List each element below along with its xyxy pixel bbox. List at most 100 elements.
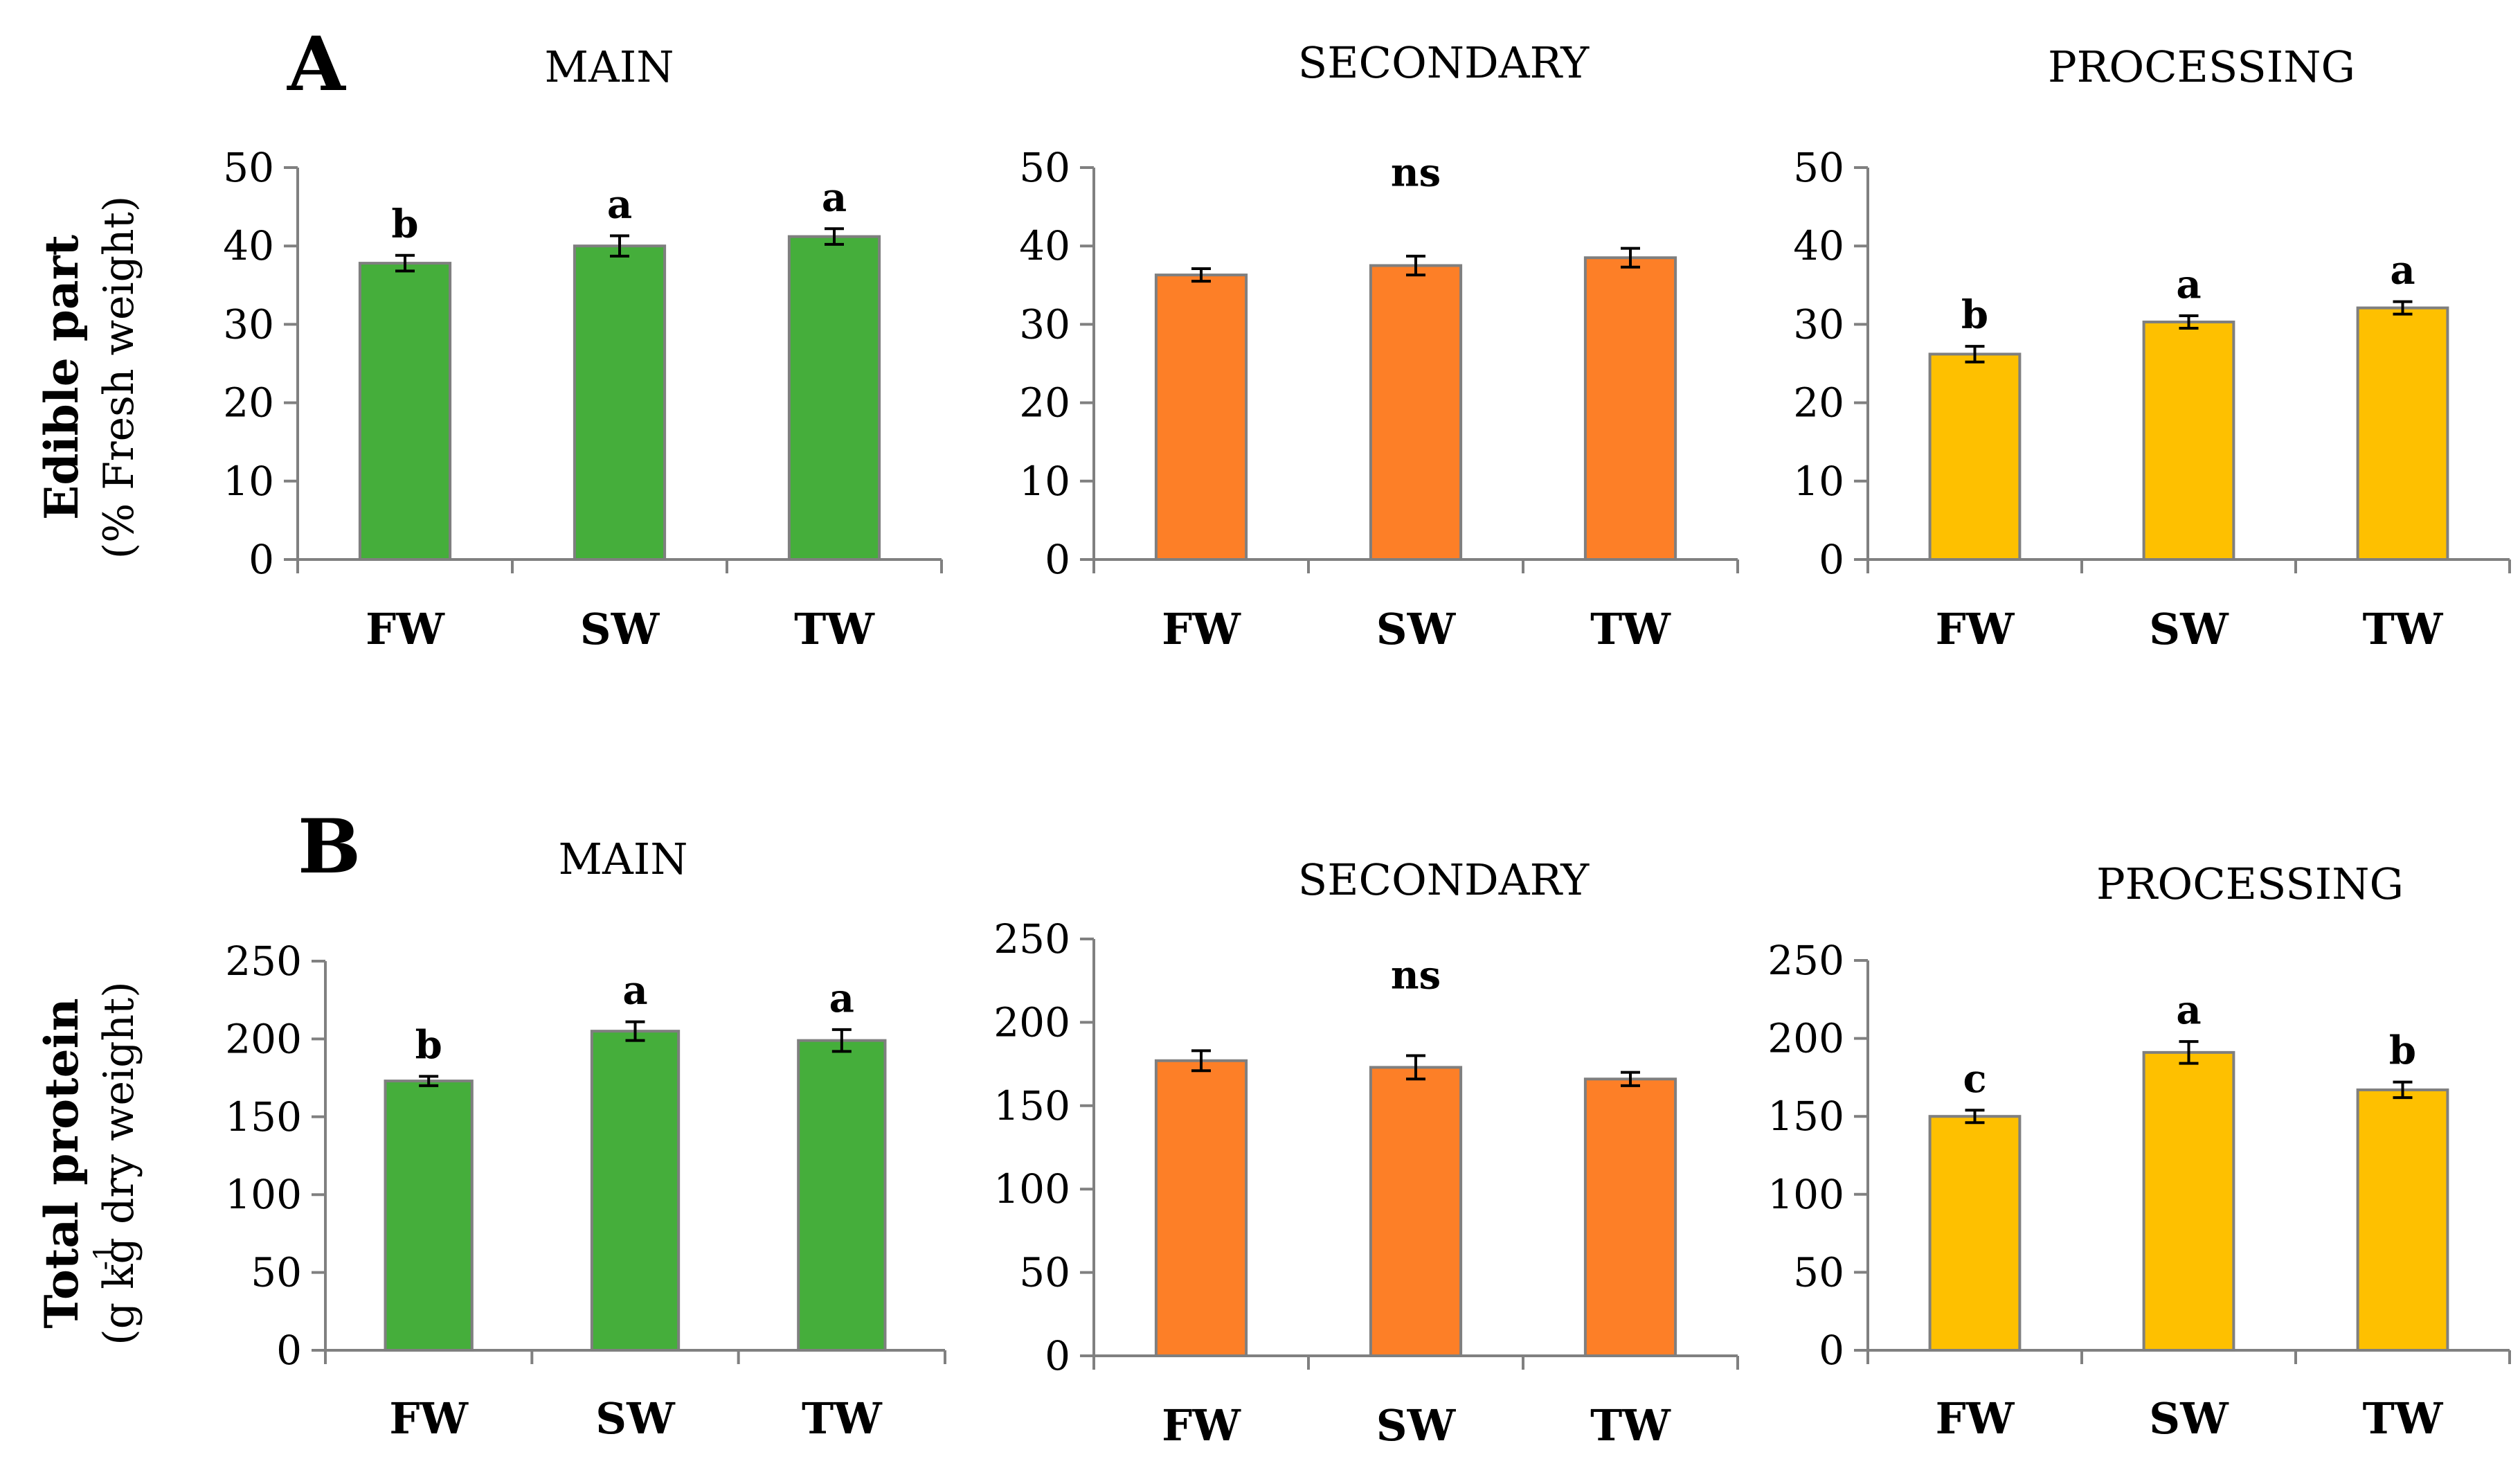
- bar-tw: [1583, 1077, 1677, 1357]
- significance-label: b: [391, 202, 418, 247]
- y-tick-label: 30: [1019, 301, 1070, 348]
- y-tick-label: 0: [1819, 1327, 1844, 1374]
- y-tick-label: 200: [1767, 1015, 1844, 1062]
- category-label: TW: [2363, 1393, 2444, 1444]
- y-tick-label: 10: [1019, 458, 1070, 505]
- row-b-ylabel: Total protein (g kg dry weight) -1: [35, 981, 143, 1345]
- bar-tw: [2356, 306, 2449, 561]
- y-tick-label: 250: [225, 938, 302, 985]
- y-tick-label: 100: [993, 1165, 1070, 1212]
- bar-fw: [358, 262, 452, 561]
- y-tick-label: 0: [1819, 536, 1844, 583]
- y-tick-label: 50: [1019, 1249, 1070, 1296]
- bar-sw: [2142, 321, 2235, 561]
- significance-label: a: [2176, 987, 2201, 1033]
- y-tick-label: 10: [223, 458, 274, 505]
- bar-tw: [787, 235, 881, 561]
- significance-label: a: [2176, 262, 2201, 307]
- panel-letter-b: B: [298, 803, 361, 890]
- y-tick-label: 40: [1019, 222, 1070, 269]
- y-tick-label: 0: [1045, 536, 1070, 583]
- significance-label: b: [415, 1022, 442, 1068]
- category-label: SW: [2149, 604, 2229, 654]
- y-tick-label: 100: [225, 1171, 302, 1218]
- bar-fw: [1154, 1059, 1248, 1358]
- bar-fw: [1928, 352, 2022, 561]
- bar-fw: [384, 1080, 474, 1352]
- bar-sw: [2142, 1050, 2235, 1352]
- bar-fw: [1928, 1115, 2022, 1352]
- category-label: FW: [1162, 1400, 1241, 1451]
- y-tick-label: 40: [223, 222, 274, 269]
- row-a-ylabel-sub: (% Fresh weight): [95, 196, 143, 559]
- row-a-ylabel: Edible part (% Fresh weight): [35, 196, 143, 559]
- chart-title: SECONDARY: [1298, 854, 1590, 905]
- y-tick-label: 50: [1793, 144, 1844, 191]
- y-tick-label: 0: [276, 1327, 302, 1374]
- chart-b-secondary: SECONDARY 0 50 100 150 200 250 FW SW TW ns: [993, 854, 1739, 1451]
- y-tick-label: 0: [1045, 1332, 1070, 1379]
- bar-sw: [573, 244, 667, 561]
- y-tick-label: 50: [251, 1249, 302, 1296]
- category-label: FW: [1936, 1393, 2015, 1444]
- significance-label: a: [829, 976, 854, 1021]
- bar-sw: [1369, 1066, 1463, 1358]
- y-tick-label: 0: [249, 536, 274, 583]
- bar-tw: [2356, 1088, 2449, 1352]
- y-tick-label: 50: [1793, 1248, 1844, 1296]
- chart-a-processing: PROCESSING 0 10 20 30 40 50 b FW a SW a TW: [1793, 42, 2511, 654]
- row-b-ylabel-sup: -1: [89, 1244, 120, 1271]
- significance-label: c: [1963, 1056, 1986, 1102]
- chart-title: SECONDARY: [1298, 37, 1590, 88]
- bar-tw: [797, 1039, 887, 1352]
- chart-title: PROCESSING: [2048, 42, 2355, 92]
- category-label: SW: [1376, 604, 1457, 654]
- category-label: TW: [1590, 1400, 1671, 1451]
- category-label: SW: [2149, 1393, 2229, 1444]
- category-label: FW: [389, 1393, 469, 1444]
- row-b-ylabel-sub: (g kg dry weight): [95, 981, 143, 1345]
- y-tick-label: 200: [225, 1015, 302, 1062]
- y-tick-label: 10: [1793, 458, 1844, 505]
- category-label: SW: [595, 1393, 676, 1444]
- y-tick-label: 30: [1793, 301, 1844, 348]
- category-label: TW: [1590, 604, 1671, 654]
- y-tick-label: 20: [223, 379, 274, 427]
- category-label: SW: [1376, 1400, 1457, 1451]
- chart-b-processing: PROCESSING 0 50 100 150 200 250 c FW a SW b TW: [1767, 859, 2511, 1444]
- y-tick-label: 20: [1019, 379, 1070, 427]
- chart-a-main: MAIN 0 10 20 30 40 50 b FW a SW a TW: [223, 42, 943, 654]
- category-label: FW: [1162, 604, 1241, 654]
- significance-label: b: [2389, 1028, 2416, 1074]
- y-tick-label: 50: [223, 144, 274, 191]
- bar-fw: [1154, 274, 1248, 561]
- chart-title: MAIN: [545, 42, 674, 92]
- bar-tw: [1583, 256, 1677, 561]
- y-tick-label: 150: [1767, 1093, 1844, 1140]
- y-tick-label: 40: [1793, 222, 1844, 269]
- significance-label: a: [2390, 248, 2415, 294]
- y-tick-label: 200: [993, 999, 1070, 1046]
- y-tick-label: 250: [993, 915, 1070, 963]
- significance-label: b: [1961, 292, 1988, 338]
- category-label: TW: [2363, 604, 2444, 654]
- chart-a-secondary: SECONDARY 0 10 20 30 40 50 FW SW TW ns: [1019, 37, 1739, 654]
- panel-letter-a: A: [287, 21, 347, 108]
- row-b-ylabel-main: Total protein: [35, 998, 89, 1328]
- significance-label: a: [622, 968, 647, 1014]
- significance-label: a: [607, 181, 632, 227]
- significance-ns-label: ns: [1391, 150, 1441, 196]
- y-tick-label: 100: [1767, 1171, 1844, 1218]
- category-label: SW: [580, 604, 660, 654]
- significance-label: a: [822, 174, 847, 220]
- category-label: FW: [1936, 604, 2015, 654]
- category-label: TW: [794, 604, 875, 654]
- bar-sw: [590, 1030, 681, 1352]
- significance-ns-label: ns: [1391, 952, 1441, 998]
- category-label: FW: [366, 604, 445, 654]
- y-tick-label: 20: [1793, 379, 1844, 427]
- y-tick-label: 250: [1767, 937, 1844, 984]
- y-tick-label: 50: [1019, 144, 1070, 191]
- y-tick-label: 150: [993, 1082, 1070, 1129]
